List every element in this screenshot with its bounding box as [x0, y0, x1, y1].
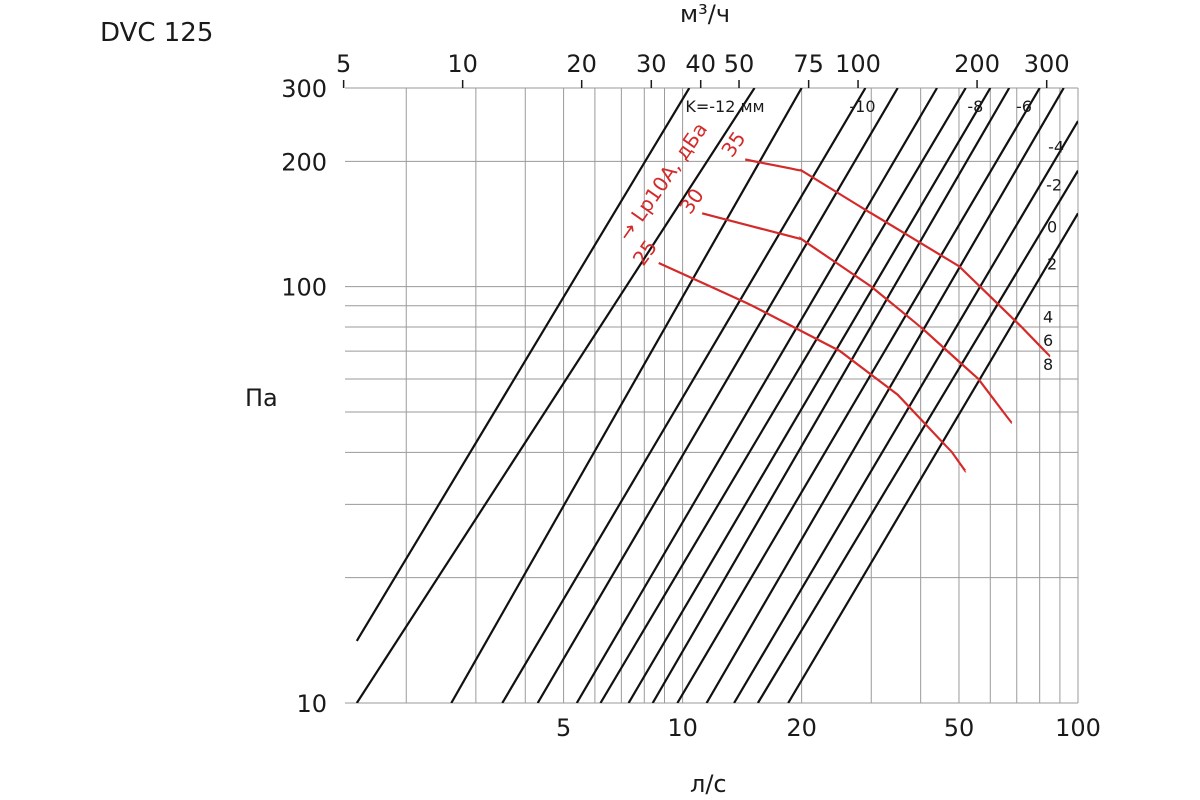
k-label: 8 — [1043, 355, 1053, 374]
k-label: 0 — [1047, 217, 1057, 236]
k-line-6 — [733, 120, 1078, 703]
x2-tick-label: 50 — [724, 50, 755, 78]
lp-curve-35 — [744, 158, 1052, 358]
grid — [345, 87, 1079, 704]
k-label: -4 — [1048, 137, 1064, 156]
x2-tick-label: 200 — [954, 50, 1000, 78]
lp-curves — [658, 158, 1052, 473]
y-tick-label: 10 — [296, 690, 327, 718]
k-line-2 — [651, 88, 1011, 703]
x-tick-label: 20 — [786, 714, 817, 742]
k-label: -2 — [1046, 176, 1062, 195]
lp-axis-title: → Lp10A, дБа — [613, 118, 712, 245]
chart-title: DVC 125 — [100, 18, 214, 48]
k-line--8 — [501, 88, 867, 703]
k-label: K=-12 мм — [685, 97, 764, 116]
x2-tick-label: 5 — [336, 50, 351, 78]
k-line--6 — [536, 88, 899, 703]
x-tick-label: 100 — [1055, 714, 1101, 742]
x2-axis-label: м³/ч — [680, 0, 730, 28]
k-line-unlabeled — [676, 88, 1041, 703]
k-line-unlabeled — [787, 212, 1078, 703]
k-line-K=-12 мм — [355, 88, 691, 642]
y-tick-label: 300 — [281, 75, 327, 103]
k-label: -10 — [849, 97, 875, 116]
k-label: 6 — [1043, 331, 1053, 350]
k-line-8 — [756, 170, 1078, 703]
k-line-4 — [705, 88, 1065, 703]
k-label: 2 — [1047, 254, 1057, 273]
k-line--4 — [575, 88, 938, 703]
x2-tick-label: 75 — [793, 50, 824, 78]
x2-tick-label: 10 — [447, 50, 478, 78]
k-line--2 — [599, 88, 967, 703]
lp-label: 35 — [716, 127, 750, 162]
k-label: 4 — [1043, 308, 1053, 327]
k-line--10 — [355, 88, 756, 703]
k-line-unlabeled — [450, 88, 803, 703]
lp-curve-25 — [658, 261, 967, 473]
x2-tick-label: 30 — [636, 50, 667, 78]
x2-tick-label: 100 — [835, 50, 881, 78]
k-label: -8 — [967, 97, 983, 116]
k-lines — [355, 88, 1078, 703]
k-label: -6 — [1016, 97, 1032, 116]
x-tick-label: 10 — [667, 714, 698, 742]
x-tick-label: 5 — [556, 714, 571, 742]
x-tick-label: 50 — [944, 714, 975, 742]
k-line-0 — [627, 88, 992, 703]
x2-tick-label: 300 — [1024, 50, 1070, 78]
x-axis-label: л/с — [690, 770, 727, 798]
x2-tick-label: 20 — [566, 50, 597, 78]
y-tick-label: 200 — [281, 148, 327, 176]
y-tick-label: 100 — [281, 274, 327, 302]
lp-curve-30 — [701, 212, 1013, 424]
x2-tick-label: 40 — [685, 50, 716, 78]
y-axis-label: Па — [245, 384, 278, 412]
